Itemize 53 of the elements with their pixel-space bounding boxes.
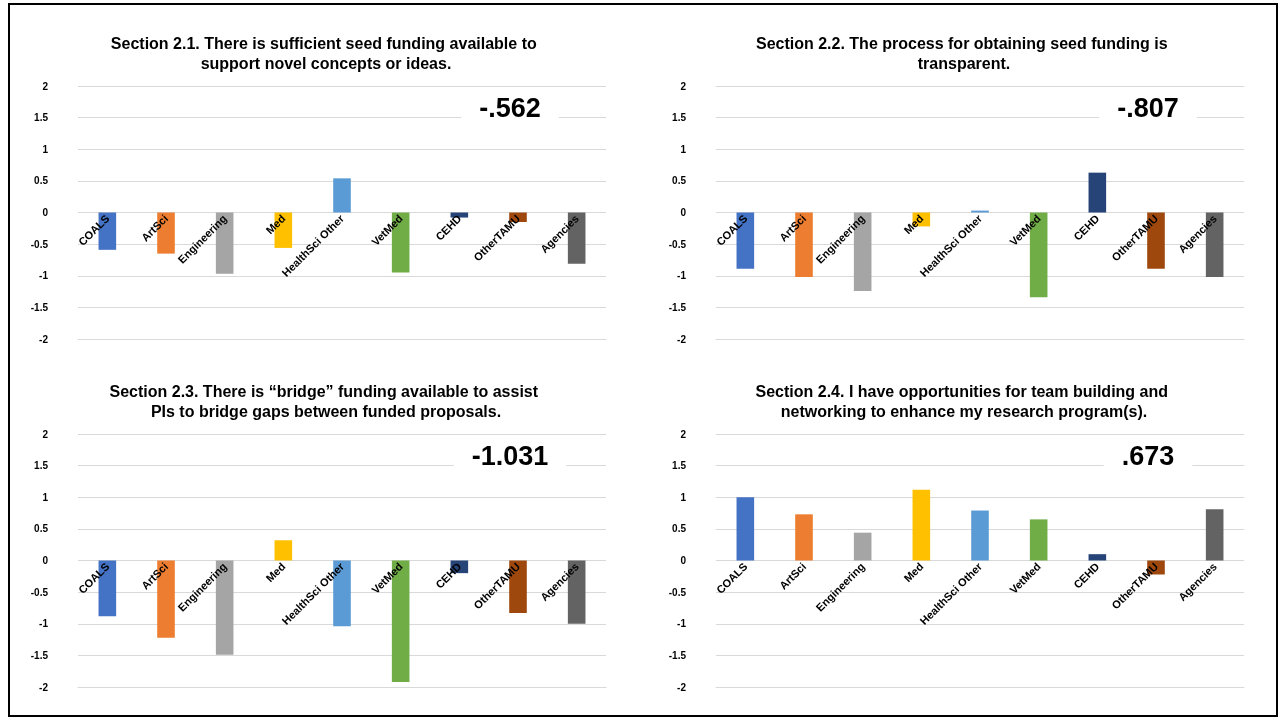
bar (795, 514, 813, 561)
chart-title: Section 2.3. There is “bridge” funding available to assist PIs to bridge gaps between funded proposals. (109, 382, 543, 420)
bar (1029, 519, 1048, 561)
y-tick-label: 1 (680, 491, 687, 503)
y-tick-label: -1.5 (30, 649, 49, 661)
y-tick-label: -1.5 (30, 301, 49, 313)
bar (1205, 509, 1224, 561)
bar (912, 489, 931, 561)
chart-title: Section 2.1. There is sufficient seed funding available to support novel concepts or ideas. (110, 34, 542, 72)
bar (853, 532, 872, 561)
y-tick-label: 1.5 (672, 112, 687, 124)
y-tick-label: -0.5 (668, 238, 687, 250)
y-tick-label: 2 (680, 80, 687, 92)
annotation: -.562 (479, 92, 541, 123)
bar (736, 497, 755, 561)
bar (1088, 172, 1107, 213)
y-tick-label: 0.5 (34, 523, 49, 535)
y-tick-label: -1.5 (668, 649, 687, 661)
y-tick-label: -1 (677, 270, 687, 282)
y-tick-label: -0.5 (30, 238, 49, 250)
annotation: .673 (1121, 440, 1175, 471)
bar (971, 510, 989, 561)
y-tick-label: 1 (42, 143, 49, 155)
y-tick-label: 1.5 (34, 112, 49, 124)
y-tick-label: -2 (677, 333, 687, 345)
y-tick-label: 2 (42, 80, 49, 92)
annotation: -1.031 (471, 440, 549, 471)
bar (1088, 554, 1107, 561)
y-tick-label: 0.5 (34, 175, 49, 187)
y-tick-label: -1.5 (668, 301, 687, 313)
y-tick-label: -0.5 (668, 586, 687, 598)
y-tick-label: -2 (677, 681, 687, 693)
y-tick-label: 2 (680, 428, 687, 440)
y-tick-label: -2 (39, 333, 49, 345)
y-tick-label: 0.5 (672, 175, 687, 187)
y-tick-label: -1 (39, 270, 49, 282)
annotation: -.807 (1117, 92, 1179, 123)
y-tick-label: 0.5 (672, 523, 687, 535)
chart-title: Section 2.4. I have opportunities for team building and networking to enhance my research program(s). (755, 382, 1173, 420)
y-tick-label: 0 (42, 555, 49, 566)
y-tick-label: 1.5 (34, 460, 49, 472)
y-tick-label: -1 (39, 618, 49, 630)
y-tick-label: 1.5 (672, 460, 687, 472)
y-tick-label: -1 (677, 618, 687, 630)
y-tick-label: -0.5 (30, 586, 49, 598)
y-tick-label: 1 (680, 143, 687, 155)
y-tick-label: 0 (42, 207, 49, 218)
y-tick-label: 0 (680, 555, 687, 566)
y-tick-label: 2 (42, 428, 49, 440)
y-tick-label: 0 (680, 207, 687, 218)
y-tick-label: 1 (42, 491, 49, 503)
y-tick-label: -2 (39, 681, 49, 693)
chart-title: Section 2.2. The process for obtaining seed funding is transparent. (755, 34, 1173, 72)
